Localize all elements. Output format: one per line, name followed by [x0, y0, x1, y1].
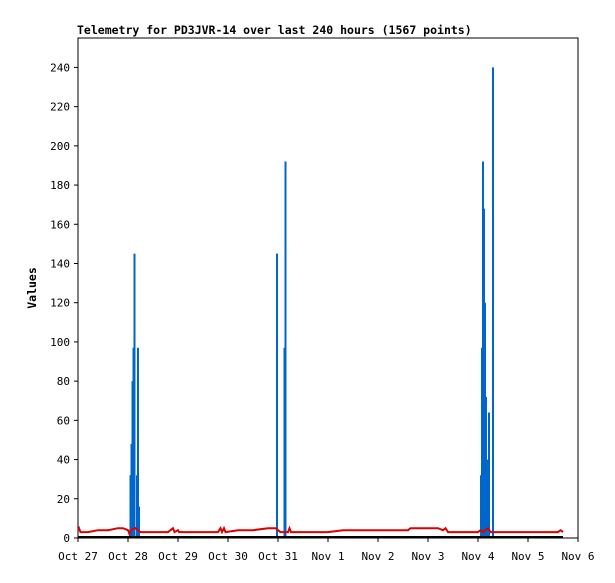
y-tick-label: 160	[50, 218, 70, 231]
x-tick-label: Oct 31	[258, 550, 298, 563]
y-tick-label: 140	[50, 257, 70, 270]
x-tick-label: Nov 2	[361, 550, 394, 563]
x-tick-label: Nov 1	[311, 550, 344, 563]
y-tick-label: 40	[57, 454, 70, 467]
x-tick-label: Nov 5	[511, 550, 544, 563]
y-tick-label: 120	[50, 297, 70, 310]
y-axis-label: Values	[25, 267, 39, 309]
y-tick-label: 220	[50, 101, 70, 114]
x-tick-label: Nov 4	[461, 550, 494, 563]
y-tick-label: 0	[63, 532, 70, 545]
series-layer	[77, 67, 564, 538]
x-tick-label: Nov 6	[561, 550, 594, 563]
axis-layer: 0 20 40 60 80 100 120 140 160 180 200 220 240 Oct 27 O…	[50, 61, 594, 563]
y-tick-label: 200	[50, 140, 70, 153]
series-1-line	[77, 525, 564, 538]
y-tick-label: 20	[57, 493, 70, 506]
x-tick-label: Oct 27	[58, 550, 98, 563]
x-tick-label: Oct 30	[208, 550, 248, 563]
y-tick-label: 240	[50, 61, 70, 74]
y-tick-label: 60	[57, 414, 70, 427]
y-tick-label: 80	[57, 375, 70, 388]
y-tick-label: 180	[50, 179, 70, 192]
x-tick-label: Nov 3	[411, 550, 444, 563]
y-tick-label: 100	[50, 336, 70, 349]
x-tick-label: Oct 29	[158, 550, 198, 563]
chart-title: Telemetry for PD3JVR-14 over last 240 ho…	[77, 23, 472, 37]
x-tick-label: Oct 28	[108, 550, 148, 563]
plot-frame	[77, 37, 579, 539]
